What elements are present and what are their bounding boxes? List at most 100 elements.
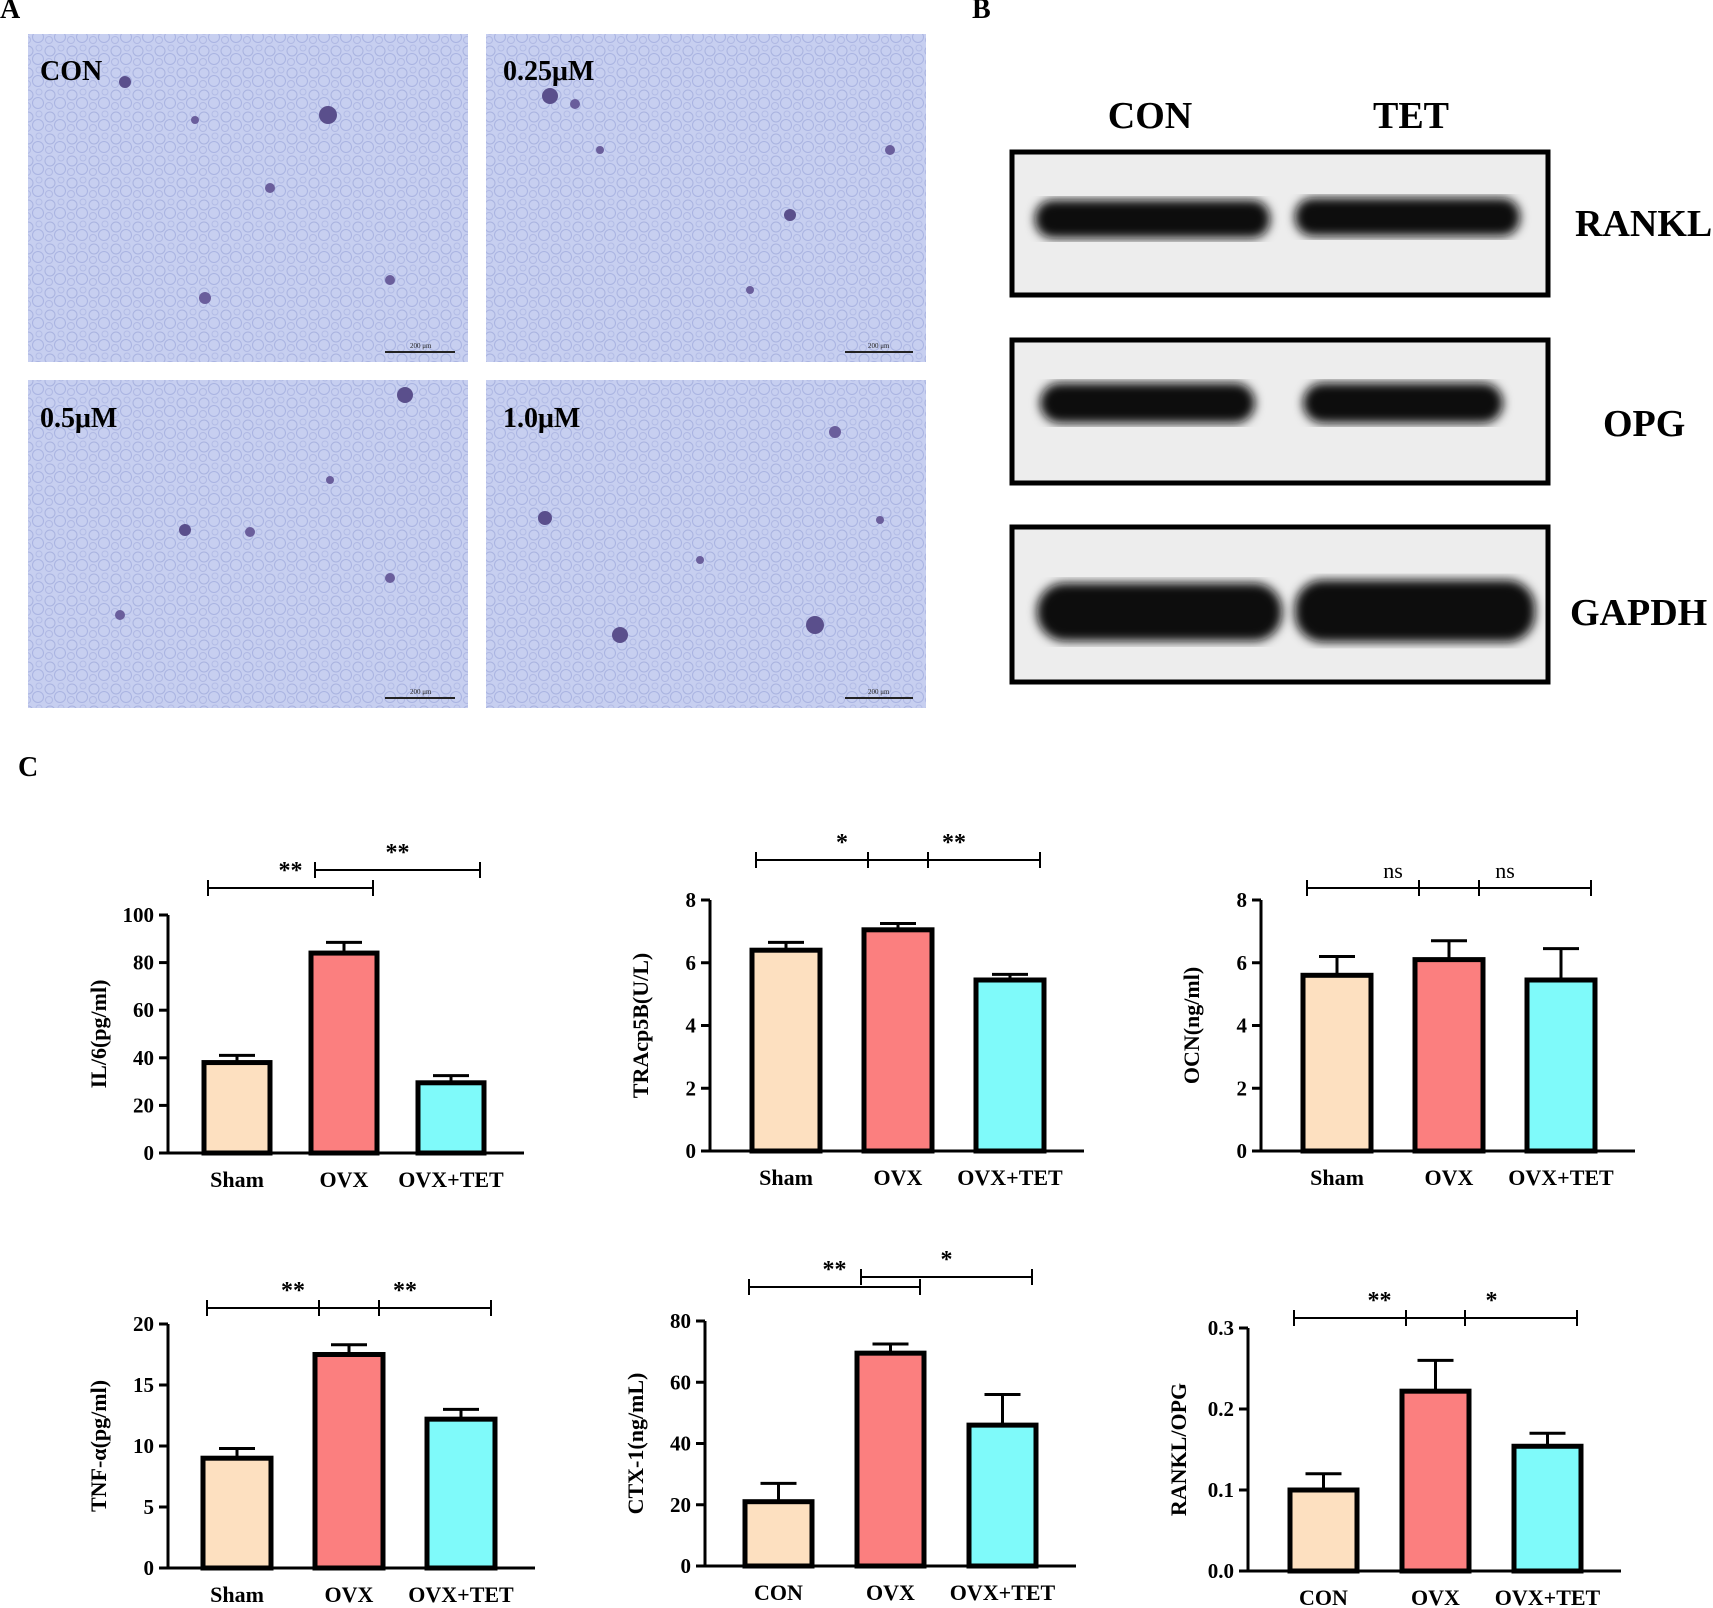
bar-sham bbox=[201, 1060, 273, 1156]
significance-label: ** bbox=[386, 840, 410, 866]
scale-bar-label: 200 μm bbox=[410, 342, 432, 350]
y-tick-label: 6 bbox=[1237, 951, 1248, 975]
y-tick-label: 0 bbox=[686, 1139, 697, 1163]
y-tick-label: 0 bbox=[681, 1554, 692, 1578]
y-axis-label: TNF-α(pg/ml) bbox=[86, 1380, 111, 1512]
y-axis-label: IL/6(pg/ml) bbox=[86, 980, 111, 1089]
bar-ovx bbox=[854, 1350, 927, 1569]
y-tick-label: 0.2 bbox=[1208, 1397, 1234, 1421]
bar-ovx bbox=[1399, 1388, 1472, 1574]
y-tick-label: 8 bbox=[686, 888, 697, 912]
micrograph-label-1-0um: 1.0μM bbox=[503, 403, 580, 434]
x-tick-label: Sham bbox=[1310, 1165, 1364, 1190]
y-tick-label: 5 bbox=[144, 1495, 155, 1519]
lane-label-tet: TET bbox=[1373, 95, 1449, 137]
band-gapdh-con bbox=[1037, 583, 1282, 641]
micrograph-1-0um: 1.0μM 200 μm bbox=[486, 380, 926, 708]
y-tick-label: 0 bbox=[144, 1141, 155, 1165]
x-tick-label: OVX+TET bbox=[957, 1165, 1063, 1190]
micrograph-label-con: CON bbox=[40, 56, 102, 87]
x-tick-label: OVX+TET bbox=[398, 1167, 504, 1192]
y-tick-label: 0 bbox=[144, 1556, 155, 1580]
y-tick-label: 0.3 bbox=[1208, 1316, 1234, 1340]
y-tick-label: 20 bbox=[670, 1493, 691, 1517]
significance-label: ** bbox=[823, 1257, 847, 1283]
bar-ovx-tet bbox=[415, 1080, 487, 1156]
bar-ovx-tet bbox=[966, 1422, 1039, 1569]
x-tick-label: CON bbox=[1299, 1585, 1348, 1608]
bar-ovx-tet bbox=[1524, 977, 1598, 1154]
significance-label: ns bbox=[1495, 858, 1515, 883]
x-tick-label: Sham bbox=[210, 1582, 264, 1607]
significance-label: ** bbox=[279, 858, 303, 884]
micrograph-grid: CON 200 μm 0.25μM 200 μm 0.5μM 200 μm 1.… bbox=[28, 34, 926, 708]
y-tick-label: 0.0 bbox=[1208, 1559, 1234, 1583]
y-tick-label: 0 bbox=[1237, 1139, 1248, 1163]
bar-sham bbox=[749, 947, 823, 1154]
western-blot: CON TET RANKL OPG GAPDH bbox=[1009, 95, 1712, 685]
lane-label-con: CON bbox=[1108, 95, 1192, 137]
scale-bar-label: 200 μm bbox=[868, 342, 890, 350]
significance-label: * bbox=[941, 1247, 953, 1273]
bar-ovx bbox=[308, 950, 380, 1156]
panel-label-a: A bbox=[0, 0, 21, 25]
y-tick-label: 80 bbox=[133, 951, 154, 975]
x-tick-label: OVX+TET bbox=[1508, 1165, 1614, 1190]
band-gapdh-tet bbox=[1295, 580, 1535, 642]
y-tick-label: 20 bbox=[133, 1312, 154, 1336]
panel-label-b: B bbox=[972, 0, 991, 25]
blot-strip-rankl bbox=[1009, 149, 1551, 298]
band-opg-tet bbox=[1303, 383, 1503, 423]
y-tick-label: 6 bbox=[686, 951, 697, 975]
x-tick-label: OVX bbox=[1411, 1585, 1460, 1608]
y-tick-label: 2 bbox=[686, 1076, 697, 1100]
x-tick-label: OVX bbox=[874, 1165, 923, 1190]
y-tick-label: 2 bbox=[1237, 1076, 1248, 1100]
significance-label: ** bbox=[393, 1278, 417, 1304]
y-tick-label: 4 bbox=[686, 1014, 697, 1038]
micrograph-label-0-5um: 0.5μM bbox=[40, 403, 117, 434]
bar-ovx bbox=[312, 1352, 386, 1571]
chart-tnf-alpha: 0 5 10 15 20 TNF-α(pg/ml) Sham OVX OVX+TET ** ** bbox=[86, 1278, 535, 1607]
bar-ovx-tet bbox=[424, 1416, 498, 1571]
band-opg-con bbox=[1040, 383, 1255, 423]
chart-il6: 0 20 40 60 80 100 IL/6(pg/ml) Sham OVX OVX+TET ** *… bbox=[86, 840, 524, 1192]
bar-ovx-tet bbox=[973, 977, 1047, 1154]
micrograph-0-25um: 0.25μM 200 μm bbox=[486, 34, 926, 362]
significance-label: * bbox=[1486, 1288, 1498, 1314]
x-tick-label: OVX+TET bbox=[1495, 1585, 1601, 1608]
scale-bar-label: 200 μm bbox=[410, 688, 432, 696]
bar-ovx-tet bbox=[1511, 1443, 1584, 1574]
x-tick-label: CON bbox=[754, 1580, 803, 1605]
blot-strip-gapdh bbox=[1009, 524, 1551, 685]
chart-ocn: 0 2 4 6 8 OCN(ng/ml) Sham OVX OVX+TET ns ns bbox=[1179, 858, 1635, 1190]
band-rankl-con bbox=[1035, 200, 1270, 238]
significance-label: ** bbox=[1368, 1288, 1392, 1314]
bar-ovx bbox=[1412, 957, 1486, 1154]
blot-strip-opg bbox=[1009, 337, 1551, 486]
protein-label-rankl: RANKL bbox=[1575, 203, 1712, 245]
micrograph-0-5um: 0.5μM 200 μm bbox=[28, 380, 468, 708]
significance-label: ns bbox=[1383, 858, 1403, 883]
x-tick-label: OVX bbox=[1425, 1165, 1474, 1190]
y-tick-label: 80 bbox=[670, 1309, 691, 1333]
x-tick-label: OVX bbox=[866, 1580, 915, 1605]
bar-con bbox=[742, 1499, 815, 1569]
y-tick-label: 100 bbox=[123, 903, 155, 927]
x-tick-label: OVX bbox=[320, 1167, 369, 1192]
scale-bar-label: 200 μm bbox=[868, 688, 890, 696]
bar-con bbox=[1287, 1487, 1360, 1574]
micrograph-con: CON 200 μm bbox=[28, 34, 468, 362]
y-tick-label: 40 bbox=[670, 1432, 691, 1456]
y-axis-label: RANKL/OPG bbox=[1166, 1383, 1191, 1516]
protein-label-opg: OPG bbox=[1603, 403, 1685, 445]
bar-sham bbox=[1300, 972, 1374, 1154]
x-tick-label: Sham bbox=[210, 1167, 264, 1192]
y-axis-label: TRAcp5B(U/L) bbox=[628, 953, 653, 1098]
band-rankl-tet bbox=[1295, 198, 1520, 236]
y-tick-label: 60 bbox=[133, 998, 154, 1022]
y-axis-label: OCN(ng/ml) bbox=[1179, 967, 1204, 1084]
